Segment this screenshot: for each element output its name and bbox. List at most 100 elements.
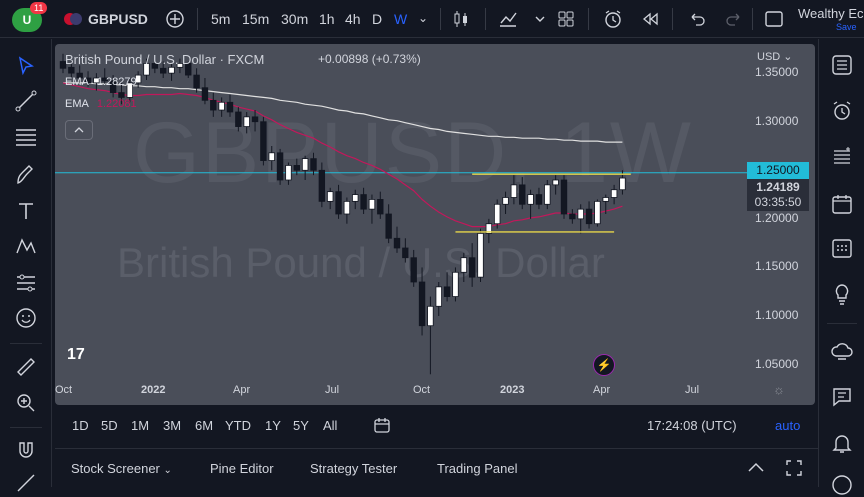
candle-body — [477, 233, 484, 278]
alert-clock-icon[interactable] — [603, 9, 623, 29]
indicators-icon[interactable] — [498, 9, 518, 29]
fib-retracement-icon[interactable] — [14, 125, 38, 149]
fullscreen-window-icon[interactable] — [764, 9, 784, 29]
candle-body — [519, 184, 526, 205]
range-3m[interactable]: 3M — [163, 418, 182, 433]
range-1m[interactable]: 1M — [131, 418, 150, 433]
candle-body — [560, 179, 568, 215]
time-axis-label: 2023 — [500, 384, 525, 396]
legend-symbol-title[interactable]: British Pound / U.S. Dollar · FXCM — [65, 52, 265, 67]
interval-1h[interactable]: 1h — [319, 11, 335, 27]
replay-icon[interactable] — [640, 9, 660, 29]
cursor-icon[interactable] — [14, 54, 38, 78]
interval-d[interactable]: D — [372, 11, 383, 27]
candle-body — [251, 116, 259, 123]
help-icon[interactable] — [830, 473, 854, 497]
range-5d[interactable]: 5D — [101, 418, 118, 433]
price-chart[interactable] — [55, 44, 815, 405]
last-price-value: 1.24189 — [756, 180, 800, 194]
interval-30m[interactable]: 30m — [281, 11, 309, 27]
maximize-icon[interactable] — [785, 459, 803, 477]
drawing-toolbar — [0, 39, 52, 492]
price-axis-label: 1.20000 — [755, 210, 799, 225]
candle-body — [468, 257, 476, 278]
alerts-icon[interactable] — [830, 99, 854, 123]
pattern-icon[interactable] — [14, 234, 38, 258]
chart-panel[interactable]: GBPUSD, 1W British Pound / U.S. Dollar B… — [55, 44, 815, 405]
ruler-icon[interactable] — [14, 355, 38, 379]
redo-icon[interactable] — [724, 9, 744, 29]
layout-name[interactable]: Wealthy Ec — [798, 6, 864, 21]
chevron-down-icon[interactable] — [530, 9, 550, 29]
notification-badge[interactable]: 11 — [30, 2, 48, 14]
ideas-bulb-icon[interactable] — [830, 282, 854, 306]
prediction-icon[interactable] — [14, 271, 38, 295]
range-ytd[interactable]: YTD — [225, 418, 251, 433]
auto-scale-button[interactable]: auto — [775, 418, 801, 433]
watchlist-icon[interactable] — [830, 53, 854, 77]
currency-selector[interactable]: USD ⌄ — [757, 51, 793, 63]
candle-body — [460, 257, 467, 273]
save-button[interactable]: Save — [836, 22, 857, 32]
ema-legend-1[interactable]: EMA 1.28279 — [65, 76, 137, 88]
magnet-icon[interactable] — [14, 439, 38, 463]
watermark-name: British Pound / U.S. Dollar — [117, 239, 605, 286]
calendar-icon[interactable] — [830, 236, 854, 260]
candlestick-type-icon[interactable] — [451, 9, 471, 29]
candle-body — [610, 189, 618, 198]
candle-body — [285, 165, 292, 181]
streams-icon[interactable] — [830, 339, 854, 363]
candle-body — [352, 194, 359, 202]
tab-stock-screener[interactable]: Stock Screener ⌄ — [71, 461, 172, 476]
price-axis-label: 1.15000 — [755, 259, 799, 274]
interval-4h[interactable]: 4h — [345, 11, 361, 27]
chevron-down-icon[interactable]: ⌄ — [418, 11, 429, 25]
crosshair-price-tag: 1.25000 — [747, 162, 809, 179]
chevron-up-icon[interactable] — [747, 461, 765, 475]
tradingview-logo[interactable]: 17 — [67, 346, 85, 363]
candle-body — [310, 158, 317, 171]
legend-collapse-button[interactable] — [65, 120, 93, 140]
symbol-search-button[interactable]: GBPUSD — [88, 11, 148, 27]
range-5y[interactable]: 5Y — [293, 418, 309, 433]
gear-icon[interactable]: ☼ — [773, 382, 785, 397]
layout-grid-icon[interactable] — [556, 9, 576, 29]
text-tool-icon[interactable] — [14, 199, 38, 223]
logo-text: U — [22, 13, 32, 27]
emoji-icon[interactable] — [14, 306, 38, 330]
currency-pair-flag-icon — [64, 13, 82, 25]
candle-body — [176, 63, 184, 68]
range-1y[interactable]: 1Y — [265, 418, 281, 433]
utc-clock[interactable]: 17:24:08 (UTC) — [647, 418, 737, 433]
lightning-icon[interactable]: ⚡ — [593, 354, 615, 376]
notifications-icon[interactable] — [830, 431, 854, 455]
goto-date-icon[interactable] — [373, 417, 391, 435]
data-window-icon[interactable] — [830, 145, 854, 169]
ema-2-label: EMA — [65, 98, 89, 110]
tab-pine-editor[interactable]: Pine Editor — [210, 461, 274, 476]
chat-icon[interactable] — [830, 385, 854, 409]
interval-w[interactable]: W — [394, 11, 408, 27]
brush-icon[interactable] — [14, 163, 38, 187]
candle-body — [151, 63, 159, 69]
trend-line-icon[interactable] — [14, 89, 38, 113]
range-all[interactable]: All — [323, 418, 338, 433]
tab-strategy-tester[interactable]: Strategy Tester — [310, 461, 398, 476]
range-1d[interactable]: 1D — [72, 418, 89, 433]
lock-drawings-icon[interactable] — [14, 471, 38, 495]
compare-add-icon[interactable] — [165, 9, 185, 29]
interval-5m[interactable]: 5m — [211, 11, 231, 27]
ema-legend-2[interactable]: EMA 1.22081 — [65, 98, 137, 110]
range-6m[interactable]: 6M — [195, 418, 214, 433]
tab-trading-panel[interactable]: Trading Panel — [437, 461, 518, 476]
candle-body — [301, 158, 309, 171]
hotlists-icon[interactable] — [830, 192, 854, 216]
candle-body — [393, 237, 401, 249]
candle-body — [101, 77, 108, 82]
time-axis-label: 2022 — [141, 384, 166, 396]
undo-icon[interactable] — [687, 9, 707, 29]
interval-15m[interactable]: 15m — [242, 11, 270, 27]
candle-body — [418, 281, 426, 327]
zoom-in-icon[interactable] — [14, 391, 38, 415]
candle-body — [218, 101, 225, 111]
